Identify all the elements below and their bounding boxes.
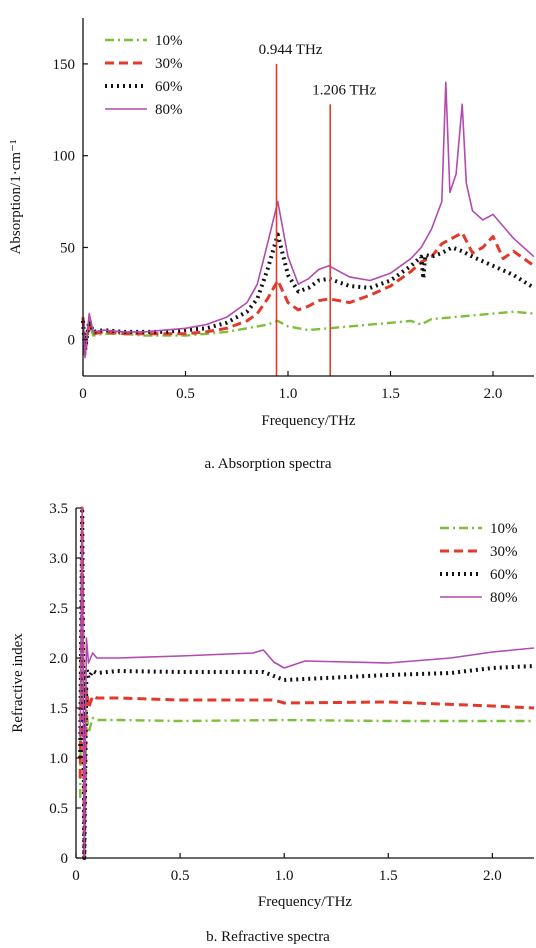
x-tick-label: 1.5	[379, 868, 398, 884]
y-tick-label: 0.5	[49, 801, 68, 817]
y-tick-label: 150	[53, 57, 76, 73]
y-axis-label: Absorption/1·cm⁻¹	[8, 140, 24, 255]
legend-label-30: 30%	[155, 56, 183, 72]
series-line-60	[78, 506, 535, 860]
chart-caption: a. Absorption spectra	[204, 456, 331, 472]
refractive-chart: 0 0.5 1.0 1.5 2.0 0 0.5 1.0 1.5 2.0 2.5 3.0 3.5 10%…	[10, 501, 535, 945]
y-axis-label: Refractive index	[10, 633, 26, 733]
chart-caption: b. Refractive spectra	[206, 929, 330, 945]
y-tick-label: 100	[53, 149, 76, 165]
x-tick-label: 1.0	[275, 868, 294, 884]
series-line-80	[82, 81, 535, 359]
series-line-80	[79, 507, 535, 859]
y-tick-label: 0	[61, 851, 69, 867]
y-tick-label: 1.0	[49, 751, 68, 767]
legend-label-30: 30%	[490, 544, 518, 560]
x-tick-label: 0	[72, 868, 80, 884]
y-tick-label: 3.5	[49, 501, 68, 517]
y-tick-label: 50	[60, 240, 75, 256]
x-tick-label: 1.5	[381, 386, 400, 402]
x-axis-label: Frequency/THz	[258, 894, 352, 910]
legend-label-80: 80%	[490, 590, 518, 606]
x-tick-label: 2.0	[484, 386, 503, 402]
x-tick-label: 0	[79, 386, 87, 402]
series-line-10	[79, 506, 534, 860]
y-tick-label: 2.5	[49, 601, 68, 617]
legend-label-10: 10%	[155, 33, 183, 49]
y-tick-label: 0	[68, 332, 76, 348]
legend-label-80: 80%	[155, 102, 183, 118]
y-tick-label: 3.0	[49, 551, 68, 567]
marker-label-0-944-thz: 0.944 THz	[259, 42, 323, 58]
x-tick-label: 0.5	[171, 868, 190, 884]
legend-label-60: 60%	[155, 79, 183, 95]
marker-label-1-206-thz: 1.206 THz	[312, 82, 376, 98]
series-line-30	[81, 231, 535, 356]
series-line-30	[78, 506, 535, 860]
y-tick-label: 2.0	[49, 651, 68, 667]
y-tick-label: 1.5	[49, 701, 68, 717]
legend-label-10: 10%	[490, 521, 518, 537]
legend: 10% 30% 60% 80%	[440, 521, 518, 606]
legend-label-60: 60%	[490, 567, 518, 583]
series-line-60	[81, 232, 536, 353]
x-axis-label: Frequency/THz	[261, 413, 355, 429]
x-tick-label: 2.0	[483, 868, 502, 884]
x-tick-label: 1.0	[279, 386, 298, 402]
legend: 10% 30% 60% 80%	[105, 33, 183, 118]
series-line-10	[81, 310, 535, 350]
absorption-chart: 0.944 THz 1.206 THz 0 0.5 1.0 1.5 2.0 0 50 100 1…	[8, 18, 536, 472]
x-tick-label: 0.5	[176, 386, 195, 402]
